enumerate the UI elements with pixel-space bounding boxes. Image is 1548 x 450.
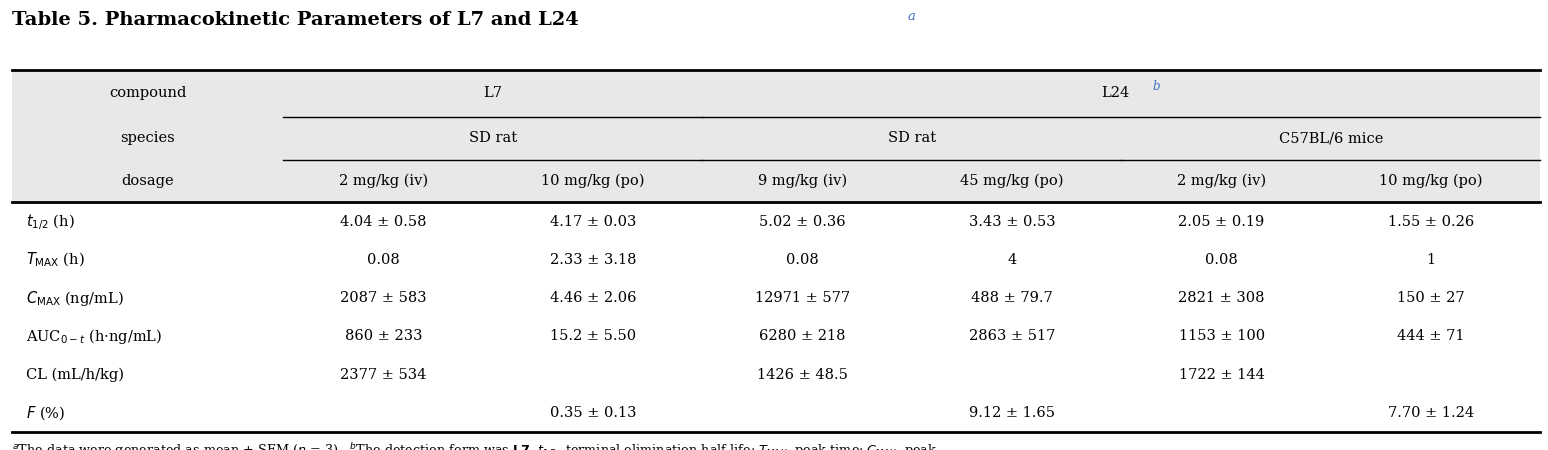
Text: 0.35 ± 0.13: 0.35 ± 0.13	[550, 406, 636, 420]
Bar	[12, 70, 1540, 117]
Text: 1153 ± 100: 1153 ± 100	[1178, 329, 1265, 343]
Text: 1722 ± 144: 1722 ± 144	[1178, 368, 1265, 382]
Text: 4.17 ± 0.03: 4.17 ± 0.03	[550, 215, 636, 229]
Text: 45 mg/kg (po): 45 mg/kg (po)	[960, 174, 1063, 188]
Text: 1: 1	[1427, 253, 1435, 267]
Bar	[12, 317, 1540, 356]
Text: 10 mg/kg (po): 10 mg/kg (po)	[1379, 174, 1483, 188]
Text: 2 mg/kg (iv): 2 mg/kg (iv)	[339, 174, 427, 188]
Text: 2 mg/kg (iv): 2 mg/kg (iv)	[1176, 174, 1266, 188]
Text: 2.05 ± 0.19: 2.05 ± 0.19	[1178, 215, 1265, 229]
Text: L7: L7	[483, 86, 502, 100]
Text: 4: 4	[1008, 253, 1017, 267]
Text: C57BL/6 mice: C57BL/6 mice	[1279, 131, 1382, 145]
Text: 1426 ± 48.5: 1426 ± 48.5	[757, 368, 848, 382]
Text: 15.2 ± 5.50: 15.2 ± 5.50	[550, 329, 636, 343]
Text: 150 ± 27: 150 ± 27	[1398, 291, 1464, 305]
Bar	[12, 160, 1540, 202]
Text: 7.70 ± 1.24: 7.70 ± 1.24	[1389, 406, 1474, 420]
Text: a: a	[907, 10, 915, 23]
Text: AUC$_{0-t}$ (h$\cdot$ng/mL): AUC$_{0-t}$ (h$\cdot$ng/mL)	[26, 327, 163, 346]
Bar	[12, 202, 1540, 241]
Text: SD rat: SD rat	[887, 131, 935, 145]
Text: $^a$The data were generated as mean $\pm$ SEM ($n$ = 3).  $^b$The detection form: $^a$The data were generated as mean $\pm…	[12, 442, 938, 450]
Text: species: species	[121, 131, 175, 145]
Text: 2821 ± 308: 2821 ± 308	[1178, 291, 1265, 305]
Text: 488 ± 79.7: 488 ± 79.7	[971, 291, 1053, 305]
Bar	[12, 241, 1540, 279]
Text: 4.46 ± 2.06: 4.46 ± 2.06	[550, 291, 636, 305]
Text: 860 ± 233: 860 ± 233	[345, 329, 423, 343]
Text: Table 5. Pharmacokinetic Parameters of L7 and L24: Table 5. Pharmacokinetic Parameters of L…	[12, 11, 579, 29]
Text: 9.12 ± 1.65: 9.12 ± 1.65	[969, 406, 1056, 420]
Text: 2087 ± 583: 2087 ± 583	[341, 291, 427, 305]
Text: 6280 ± 218: 6280 ± 218	[759, 329, 845, 343]
Bar	[12, 394, 1540, 432]
Text: 1.55 ± 0.26: 1.55 ± 0.26	[1389, 215, 1474, 229]
Text: 2377 ± 534: 2377 ± 534	[341, 368, 427, 382]
Text: 0.08: 0.08	[1206, 253, 1238, 267]
Text: 9 mg/kg (iv): 9 mg/kg (iv)	[759, 174, 847, 188]
Text: b: b	[1152, 80, 1159, 93]
Text: 2863 ± 517: 2863 ± 517	[969, 329, 1056, 343]
Text: 3.43 ± 0.53: 3.43 ± 0.53	[969, 215, 1056, 229]
Text: 10 mg/kg (po): 10 mg/kg (po)	[542, 174, 644, 188]
Text: $t_{1/2}$ (h): $t_{1/2}$ (h)	[26, 212, 74, 232]
Text: L24: L24	[1101, 86, 1128, 100]
Text: 0.08: 0.08	[367, 253, 399, 267]
Text: 2.33 ± 3.18: 2.33 ± 3.18	[550, 253, 636, 267]
Text: 0.08: 0.08	[786, 253, 819, 267]
Text: $F$ (%): $F$ (%)	[26, 404, 65, 422]
Text: dosage: dosage	[121, 174, 173, 188]
Text: $T_{\rm MAX}$ (h): $T_{\rm MAX}$ (h)	[26, 251, 85, 269]
Text: 5.02 ± 0.36: 5.02 ± 0.36	[759, 215, 845, 229]
Text: CL (mL/h/kg): CL (mL/h/kg)	[26, 368, 124, 382]
Bar	[12, 356, 1540, 394]
Text: SD rat: SD rat	[469, 131, 517, 145]
Text: 4.04 ± 0.58: 4.04 ± 0.58	[341, 215, 427, 229]
Bar	[12, 279, 1540, 317]
Text: 444 ± 71: 444 ± 71	[1398, 329, 1464, 343]
Bar	[12, 117, 1540, 160]
Text: $C_{\rm MAX}$ (ng/mL): $C_{\rm MAX}$ (ng/mL)	[26, 288, 124, 308]
Text: compound: compound	[108, 86, 186, 100]
Text: 12971 ± 577: 12971 ± 577	[755, 291, 850, 305]
